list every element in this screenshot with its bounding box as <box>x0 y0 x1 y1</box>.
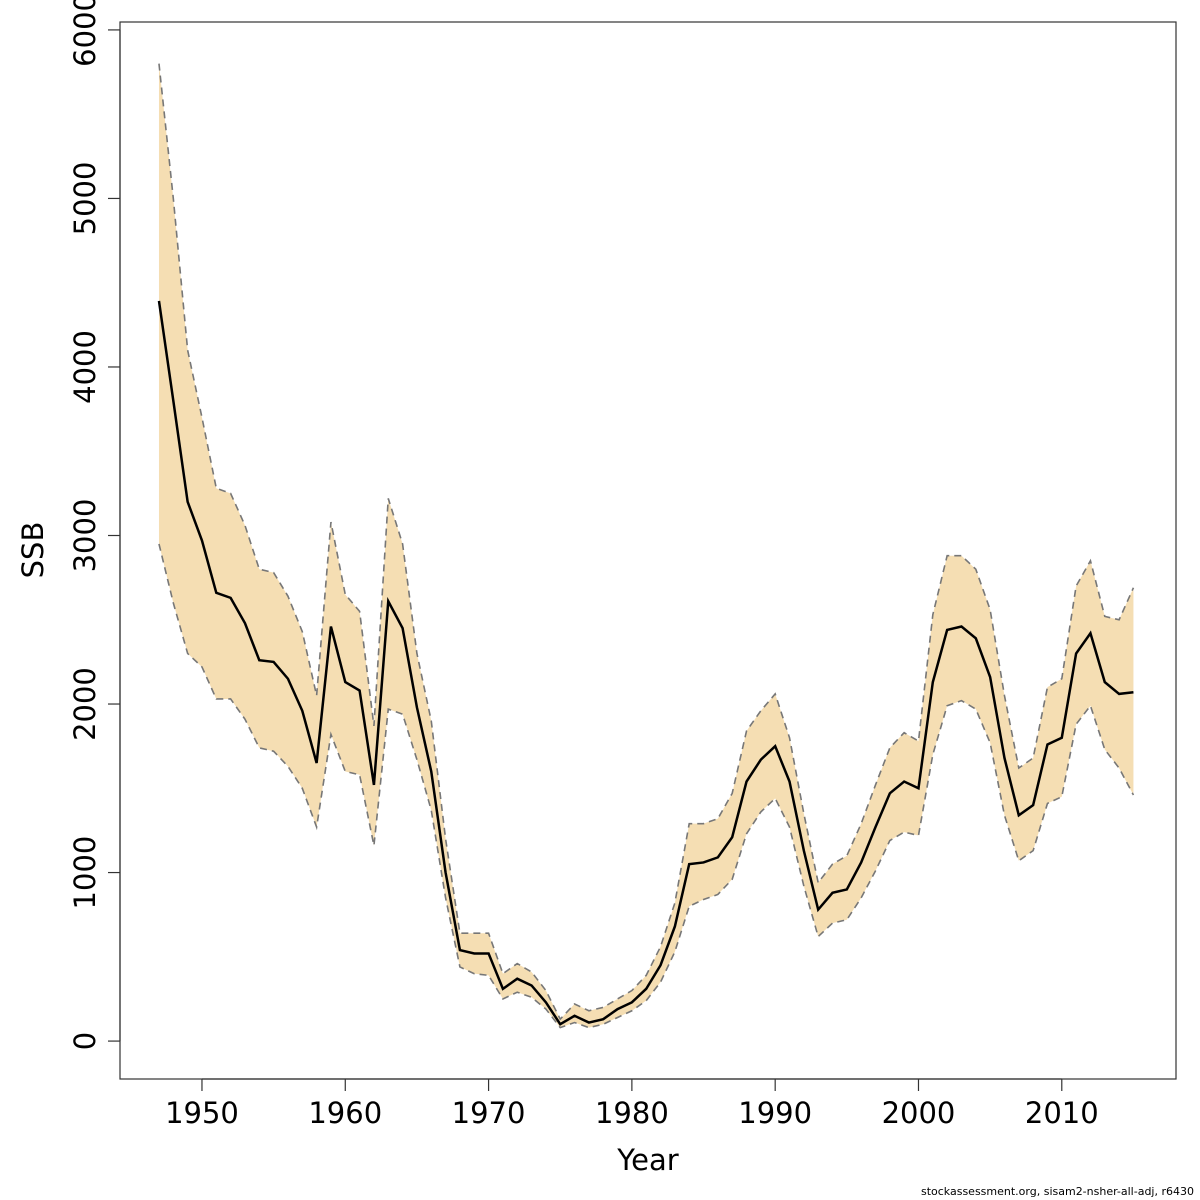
y-tick-label: 2000 <box>68 667 102 741</box>
y-axis-label: SSB <box>16 522 50 579</box>
y-tick-label: 4000 <box>68 330 102 404</box>
x-tick-label: 1980 <box>595 1096 669 1130</box>
x-tick-label: 2000 <box>882 1096 956 1130</box>
y-tick-label: 3000 <box>68 499 102 573</box>
x-tick-label: 1970 <box>452 1096 526 1130</box>
confidence-band <box>158 63 1134 1028</box>
y-tick-label: 6000 <box>68 0 102 67</box>
y-tick-label: 0 <box>68 1032 102 1050</box>
ssb-line <box>157 300 1134 1026</box>
y-tick-label: 1000 <box>68 836 102 910</box>
lower-bound <box>158 543 1135 1029</box>
x-axis-label: Year <box>616 1143 678 1177</box>
y-tick-label: 5000 <box>68 162 102 236</box>
x-tick-label: 2010 <box>1025 1096 1099 1130</box>
footer: stockassessment.org, sisam2-nsher-all-ad… <box>921 1185 1194 1198</box>
x-tick-label: 1990 <box>738 1096 812 1130</box>
plot-box <box>119 21 1177 1080</box>
x-tick-label: 1950 <box>165 1096 239 1130</box>
upper-bound <box>158 63 1135 1021</box>
x-tick-label: 1960 <box>308 1096 382 1130</box>
